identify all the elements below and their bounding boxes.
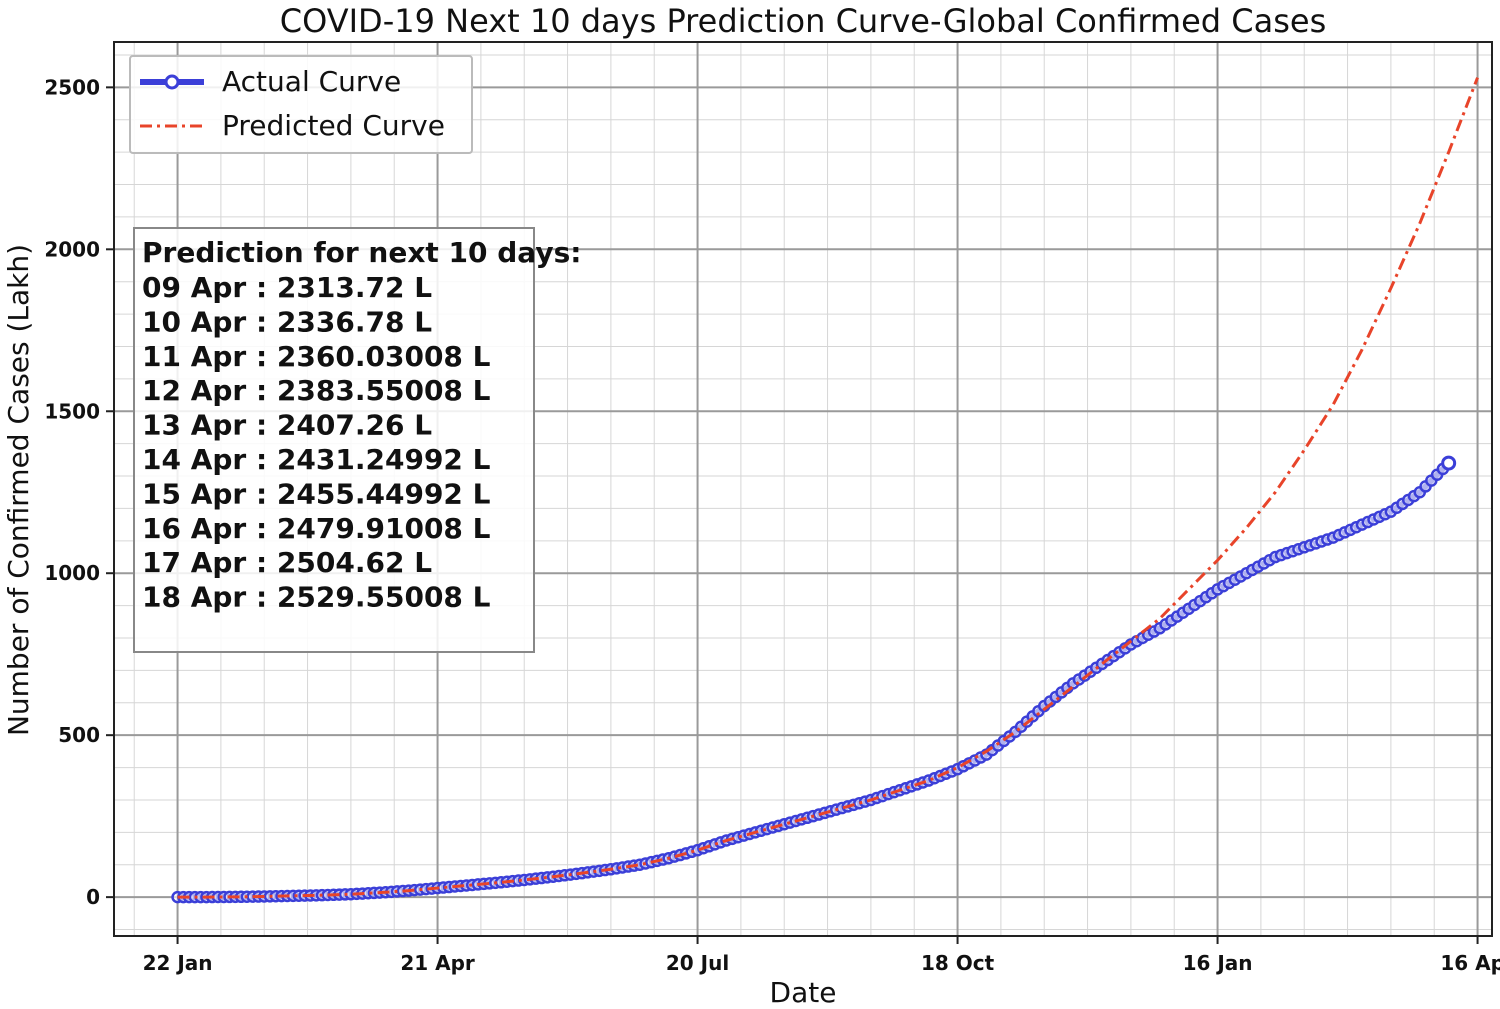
- plot-frame: [113, 41, 1493, 937]
- x-tick-label: 22 Jan: [143, 951, 213, 975]
- y-tick-label: 2000: [44, 237, 100, 261]
- prediction-line: 11 Apr : 2360.03008 L: [142, 340, 491, 373]
- y-tick-label: 500: [58, 723, 100, 747]
- x-tick-label: 16 Apr: [1440, 951, 1500, 975]
- y-tick-label: 2500: [44, 75, 100, 99]
- chart-title: COVID-19 Next 10 days Prediction Curve-G…: [280, 2, 1326, 40]
- annotation-title: Prediction for next 10 days:: [142, 236, 581, 269]
- prediction-line: 14 Apr : 2431.24992 L: [142, 443, 491, 476]
- series-layer: [171, 77, 1479, 904]
- prediction-line: 15 Apr : 2455.44992 L: [142, 477, 491, 510]
- minor-gridlines: [114, 42, 1492, 936]
- legend-actual-marker: [164, 74, 180, 90]
- x-tick-label: 18 Oct: [921, 951, 995, 975]
- prediction-line: 18 Apr : 2529.55008 L: [142, 581, 491, 614]
- y-tick-label: 1000: [44, 561, 100, 585]
- predicted-curve-line: [177, 77, 1479, 899]
- prediction-line: 16 Apr : 2479.91008 L: [142, 512, 491, 545]
- actual-last-point: [1441, 455, 1457, 471]
- legend-box: [129, 55, 473, 154]
- annotation-box: [133, 227, 535, 653]
- legend: Actual Curve Predicted Curve: [129, 55, 473, 154]
- y-tick-label: 1500: [44, 399, 100, 423]
- prediction-line: 10 Apr : 2336.78 L: [142, 305, 432, 338]
- y-tick-label: 0: [86, 885, 100, 909]
- legend-predicted-label: Predicted Curve: [222, 109, 445, 142]
- prediction-line: 17 Apr : 2504.62 L: [142, 546, 432, 579]
- y-axis-title: Number of Confirmed Cases (Lakh): [2, 244, 35, 736]
- prediction-annotation: Prediction for next 10 days: 09 Apr : 23…: [133, 227, 581, 653]
- x-axis-ticks: 22 Jan 21 Apr 20 Jul 18 Oct 16 Jan 16 Apr: [143, 936, 1500, 975]
- prediction-line: 13 Apr : 2407.26 L: [142, 409, 432, 442]
- x-tick-label: 20 Jul: [666, 951, 729, 975]
- prediction-line: 12 Apr : 2383.55008 L: [142, 374, 491, 407]
- prediction-line: 09 Apr : 2313.72 L: [142, 271, 432, 304]
- legend-actual-label: Actual Curve: [222, 65, 401, 98]
- y-axis-ticks: 0 500 1000 1500 2000 2500: [44, 75, 114, 909]
- x-tick-label: 21 Apr: [400, 951, 475, 975]
- x-axis-title: Date: [770, 976, 837, 1009]
- x-tick-label: 16 Jan: [1183, 951, 1253, 975]
- annotation-lines: 09 Apr : 2313.72 L10 Apr : 2336.78 L11 A…: [142, 271, 491, 614]
